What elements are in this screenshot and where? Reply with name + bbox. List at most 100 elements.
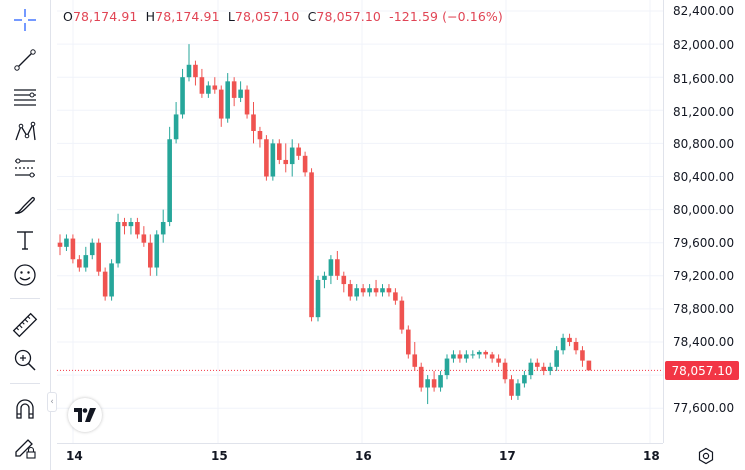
time-tick-label: 15 — [211, 449, 228, 463]
candle-body — [360, 288, 366, 293]
candle-body — [496, 358, 501, 363]
candle-body — [380, 288, 385, 293]
candle-body — [438, 375, 443, 388]
candle-body — [470, 354, 476, 356]
candle-body — [580, 350, 585, 361]
candle-body — [386, 288, 392, 293]
candle-body — [309, 172, 314, 318]
time-tick-label: 14 — [66, 449, 83, 463]
candle-body — [412, 354, 418, 367]
candle-body — [102, 271, 108, 297]
close-key: C — [307, 9, 317, 24]
low-value: 78,057.10 — [234, 9, 300, 24]
candle-body — [96, 242, 101, 272]
crosshair-icon[interactable] — [7, 5, 43, 35]
candle-body — [554, 350, 559, 367]
high-value: 78,174.91 — [155, 9, 220, 24]
open-key: O — [63, 9, 73, 24]
candle-body — [573, 342, 579, 351]
fib-retracement-icon[interactable] — [7, 153, 43, 183]
last-price-label: 78,057.10 — [665, 361, 739, 380]
candle-body — [180, 77, 185, 115]
candle-body — [135, 222, 140, 235]
chart-grid — [57, 0, 663, 443]
candle-body — [148, 242, 153, 268]
high-key: H — [145, 9, 156, 24]
candle-body — [586, 360, 592, 371]
candle-body — [522, 375, 527, 384]
candle-body — [335, 259, 340, 276]
candle-body — [322, 275, 327, 280]
ruler-icon[interactable] — [7, 310, 43, 340]
candle-body — [328, 259, 334, 276]
candle-body — [173, 114, 179, 140]
candle-body — [560, 337, 566, 351]
candle-body — [57, 242, 63, 247]
candle-body — [535, 362, 540, 367]
pattern-icon[interactable] — [7, 117, 43, 147]
lock-pencil-icon[interactable] — [7, 432, 43, 462]
candle-body — [567, 337, 572, 342]
text-icon[interactable] — [7, 225, 43, 255]
candle-body — [154, 234, 160, 268]
low-key: L — [227, 9, 235, 24]
emoji-icon[interactable] — [7, 260, 43, 290]
price-tick-label: 81,600.00 — [673, 72, 735, 86]
candle-body — [509, 379, 514, 396]
trend-line-icon[interactable] — [7, 45, 43, 75]
candle-body — [244, 89, 250, 115]
candle-body — [251, 114, 256, 131]
candle-body — [238, 89, 243, 98]
candle-body — [367, 288, 372, 293]
candle-body — [347, 284, 353, 297]
ohlc-legend: O78,174.91 H78,174.91 L78,057.10 C78,057… — [63, 9, 503, 24]
candle-body — [160, 222, 166, 235]
candle-body — [109, 263, 114, 297]
candle-body — [212, 85, 218, 90]
candle-body — [225, 81, 230, 119]
candle-body — [406, 329, 411, 355]
price-tick-label: 78,400.00 — [673, 335, 735, 349]
settings-gear-icon[interactable] — [696, 446, 716, 466]
candle-body — [186, 64, 192, 78]
candle-body — [277, 143, 282, 160]
magnet-icon[interactable] — [7, 395, 43, 425]
candle-body — [270, 143, 276, 177]
candle-body — [451, 354, 456, 359]
candle-body — [399, 300, 405, 330]
collapse-toolbar-button[interactable]: ‹ — [47, 392, 57, 412]
candle-body — [218, 89, 224, 119]
horizontal-lines-icon[interactable] — [7, 82, 43, 112]
price-tick-label: 80,400.00 — [673, 170, 735, 184]
candle-body — [193, 64, 198, 78]
candle-body — [431, 379, 437, 388]
candle-body — [289, 147, 295, 165]
candle-body — [122, 222, 127, 227]
candle-body — [83, 255, 89, 268]
candle-body — [528, 362, 534, 376]
candle-body — [354, 288, 359, 297]
candle-body — [283, 159, 289, 165]
candle-body — [89, 242, 95, 256]
candle-body — [373, 288, 379, 293]
candle-body — [489, 354, 495, 359]
price-tick-label: 78,800.00 — [673, 302, 735, 316]
candle-body — [457, 354, 463, 359]
brush-icon[interactable] — [7, 190, 43, 220]
price-tick-label: 80,800.00 — [673, 137, 735, 151]
candle-body — [547, 366, 553, 371]
zoom-in-icon[interactable] — [7, 345, 43, 375]
candle-body — [115, 222, 121, 264]
price-tick-label: 79,200.00 — [673, 269, 735, 283]
change-value: -121.59 (−0.16%) — [389, 9, 503, 24]
candle-body — [476, 351, 482, 355]
candle-body — [64, 238, 69, 247]
candle-body — [257, 130, 263, 140]
close-value: 78,057.10 — [316, 9, 381, 24]
price-tick-label: 79,600.00 — [673, 236, 735, 250]
candle-body — [541, 366, 547, 371]
candle-body — [315, 279, 321, 318]
tradingview-logo[interactable] — [68, 398, 102, 432]
candle-body — [231, 81, 237, 98]
